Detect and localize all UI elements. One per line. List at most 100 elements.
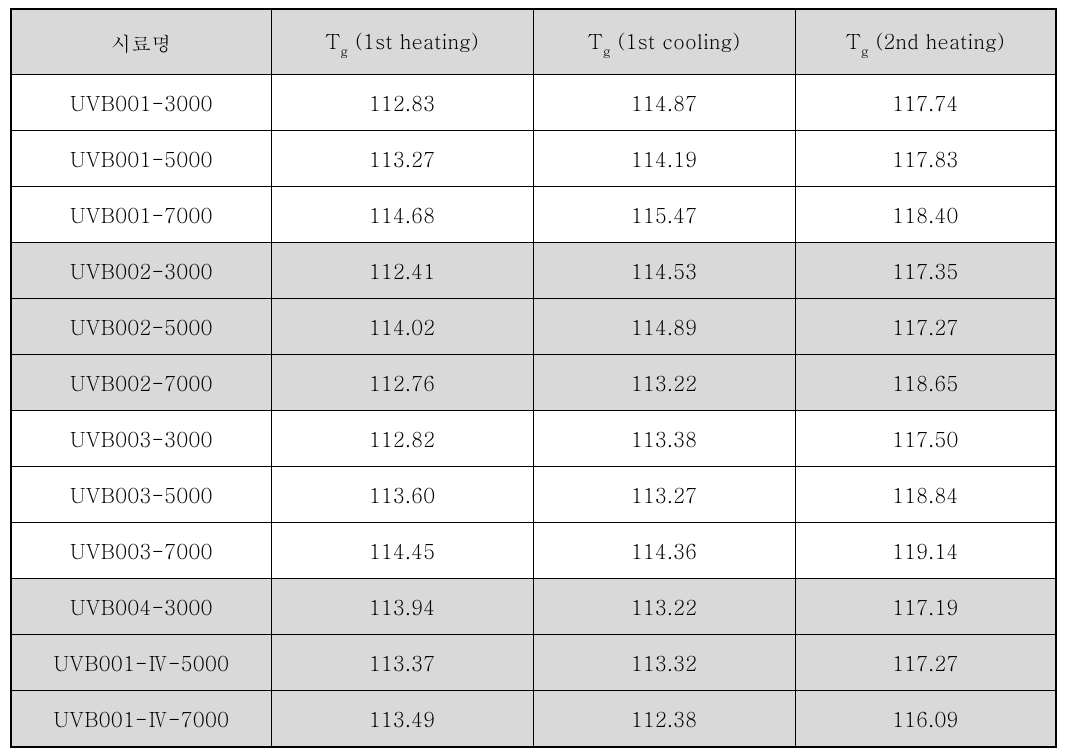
cell-tg-2nd-heating: 117.27	[795, 299, 1056, 355]
cell-sample-name-text: UVB002-5000	[70, 312, 213, 341]
cell-tg-1st-cooling-text: 114.19	[631, 144, 698, 173]
cell-tg-2nd-heating-text: 119.14	[892, 536, 959, 565]
cell-tg-1st-heating: 112.83	[271, 75, 533, 131]
table-row: UVB003-7000 114.45 114.36 119.14	[11, 523, 1056, 579]
cell-tg-2nd-heating-text: 117.74	[892, 88, 959, 117]
cell-tg-1st-heating: 112.76	[271, 355, 533, 411]
cell-tg-2nd-heating-text: 117.83	[892, 144, 959, 173]
col-tg-1st-heating: Tg (1st heating)	[271, 9, 533, 75]
cell-tg-2nd-heating-text: 117.35	[892, 256, 959, 285]
cell-tg-2nd-heating: 116.09	[795, 691, 1056, 748]
cell-tg-1st-heating-text: 113.27	[369, 144, 436, 173]
cell-tg-1st-cooling: 115.47	[533, 187, 795, 243]
cell-tg-1st-heating-text: 112.41	[369, 256, 436, 285]
cell-tg-1st-heating-text: 112.76	[369, 368, 436, 397]
cell-tg-1st-heating-text: 114.02	[369, 312, 436, 341]
cell-tg-1st-heating: 112.82	[271, 411, 533, 467]
table-row: UVB001-Ⅳ-7000 113.49 112.38 116.09	[11, 691, 1056, 748]
cell-tg-1st-heating: 114.68	[271, 187, 533, 243]
cell-tg-1st-heating-text: 113.94	[369, 592, 436, 621]
table-row: UVB003-3000 112.82 113.38 117.50	[11, 411, 1056, 467]
cell-tg-1st-cooling-text: 113.38	[631, 424, 698, 453]
cell-tg-2nd-heating-text: 117.27	[892, 312, 959, 341]
cell-tg-1st-cooling-text: 114.89	[631, 312, 698, 341]
cell-sample-name-text: UVB001-Ⅳ-5000	[53, 648, 229, 677]
cell-sample-name: UVB002-5000	[11, 299, 271, 355]
cell-tg-2nd-heating: 119.14	[795, 523, 1056, 579]
cell-tg-1st-cooling-text: 113.32	[631, 648, 698, 677]
cell-tg-2nd-heating-text: 118.84	[892, 480, 959, 509]
cell-tg-2nd-heating-text: 118.65	[892, 368, 959, 397]
cell-sample-name-text: UVB001-5000	[70, 144, 213, 173]
cell-tg-2nd-heating: 117.83	[795, 131, 1056, 187]
cell-tg-1st-heating-text: 114.45	[369, 536, 436, 565]
cell-tg-1st-heating-text: 113.49	[369, 704, 436, 733]
cell-tg-1st-cooling-text: 114.36	[631, 536, 698, 565]
cell-tg-1st-cooling: 114.53	[533, 243, 795, 299]
cell-tg-2nd-heating: 118.40	[795, 187, 1056, 243]
cell-tg-2nd-heating-text: 118.40	[892, 200, 959, 229]
cell-tg-2nd-heating-text: 117.19	[892, 592, 959, 621]
cell-tg-2nd-heating: 118.84	[795, 467, 1056, 523]
cell-tg-2nd-heating-text: 117.27	[892, 648, 959, 677]
table-row: UVB003-5000 113.60 113.27 118.84	[11, 467, 1056, 523]
cell-sample-name: UVB004-3000	[11, 579, 271, 635]
cell-tg-1st-cooling-text: 113.22	[631, 368, 698, 397]
cell-tg-2nd-heating: 117.50	[795, 411, 1056, 467]
table-header-row: 시료명 Tg (1st heating) Tg (1st cooling) Tg…	[11, 9, 1056, 75]
col0-label: 시료명	[111, 28, 172, 57]
cell-sample-name-text: UVB001-Ⅳ-7000	[53, 704, 229, 733]
cell-sample-name-text: UVB003-3000	[70, 424, 213, 453]
cell-sample-name: UVB003-5000	[11, 467, 271, 523]
cell-tg-1st-heating-text: 112.83	[369, 88, 436, 117]
cell-sample-name-text: UVB002-7000	[70, 368, 213, 397]
table-row: UVB002-5000 114.02 114.89 117.27	[11, 299, 1056, 355]
cell-tg-1st-cooling: 114.87	[533, 75, 795, 131]
cell-tg-1st-heating: 113.94	[271, 579, 533, 635]
table-row: UVB002-7000 112.76 113.22 118.65	[11, 355, 1056, 411]
cell-tg-1st-heating: 113.37	[271, 635, 533, 691]
cell-tg-1st-heating: 113.60	[271, 467, 533, 523]
cell-sample-name: UVB001-3000	[11, 75, 271, 131]
cell-sample-name: UVB001-Ⅳ-5000	[11, 635, 271, 691]
cell-tg-1st-heating-text: 112.82	[369, 424, 436, 453]
cell-tg-1st-cooling-text: 114.87	[631, 88, 698, 117]
cell-tg-1st-cooling-text: 112.38	[631, 704, 698, 733]
cell-tg-1st-cooling-text: 114.53	[631, 256, 698, 285]
cell-tg-1st-cooling: 113.38	[533, 411, 795, 467]
table-row: UVB004-3000 113.94 113.22 117.19	[11, 579, 1056, 635]
cell-tg-2nd-heating: 117.19	[795, 579, 1056, 635]
table-row: UVB001-7000 114.68 115.47 118.40	[11, 187, 1056, 243]
table-row: UVB002-3000112.41114.53117.35	[11, 243, 1056, 299]
cell-tg-1st-cooling: 114.36	[533, 523, 795, 579]
cell-tg-1st-heating: 114.02	[271, 299, 533, 355]
cell-tg-1st-cooling-text: 113.27	[631, 480, 698, 509]
cell-sample-name-text: UVB004-3000	[70, 592, 213, 621]
cell-tg-1st-cooling-text: 115.47	[631, 200, 698, 229]
table-row: UVB001-5000 113.27 114.19 117.83	[11, 131, 1056, 187]
cell-tg-1st-heating: 113.49	[271, 691, 533, 748]
cell-tg-1st-heating: 114.45	[271, 523, 533, 579]
cell-sample-name: UVB003-3000	[11, 411, 271, 467]
cell-tg-1st-heating: 112.41	[271, 243, 533, 299]
cell-tg-1st-cooling: 113.22	[533, 579, 795, 635]
table-row: UVB001-3000 112.83 114.87 117.74	[11, 75, 1056, 131]
cell-tg-1st-cooling: 113.32	[533, 635, 795, 691]
cell-sample-name-text: UVB001-7000	[70, 200, 213, 229]
cell-tg-2nd-heating: 117.74	[795, 75, 1056, 131]
cell-tg-2nd-heating: 118.65	[795, 355, 1056, 411]
cell-tg-1st-cooling: 113.22	[533, 355, 795, 411]
cell-tg-1st-heating-text: 113.60	[369, 480, 436, 509]
col1-label: Tg (1st heating)	[325, 26, 479, 55]
cell-tg-1st-heating-text: 114.68	[369, 200, 436, 229]
cell-tg-1st-heating: 113.27	[271, 131, 533, 187]
cell-tg-1st-cooling: 114.89	[533, 299, 795, 355]
cell-sample-name: UVB002-7000	[11, 355, 271, 411]
cell-sample-name: UVB001-Ⅳ-7000	[11, 691, 271, 748]
table-row: UVB001-Ⅳ-5000 113.37 113.32 117.27	[11, 635, 1056, 691]
cell-tg-2nd-heating-text: 116.09	[892, 704, 959, 733]
data-table: 시료명 Tg (1st heating) Tg (1st cooling) Tg…	[10, 8, 1057, 748]
cell-sample-name-text: UVB003-7000	[70, 536, 213, 565]
cell-sample-name: UVB001-5000	[11, 131, 271, 187]
cell-tg-1st-cooling: 113.27	[533, 467, 795, 523]
